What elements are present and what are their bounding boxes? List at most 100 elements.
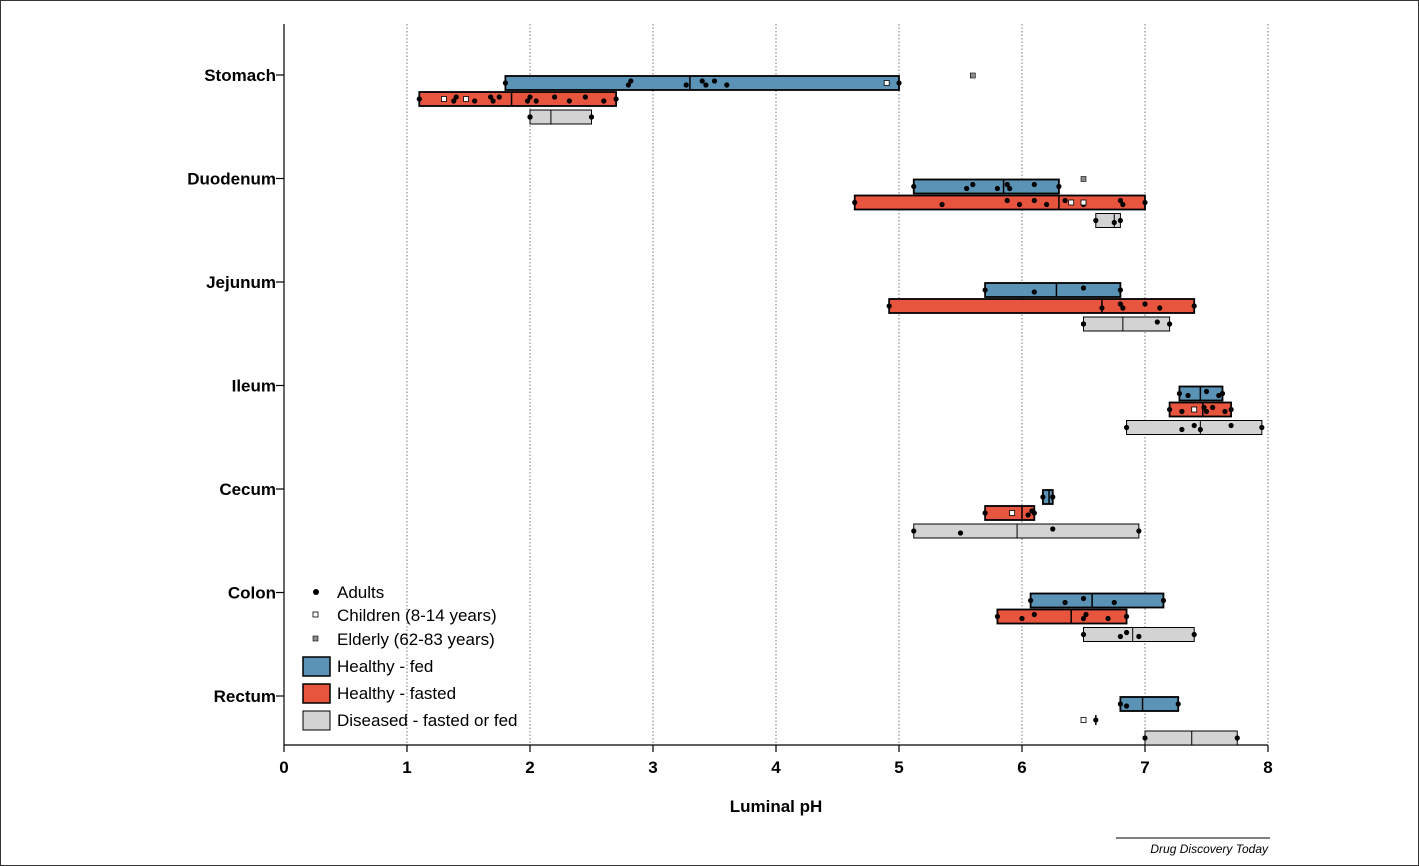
adult-point-cecum-diseased — [1050, 526, 1056, 532]
range-bar-rectum-fed — [1119, 696, 1180, 712]
adult-point-stomach-fasted — [566, 98, 572, 104]
adult-point-colon-fasted — [1080, 615, 1087, 622]
x-tick-label-7: 7 — [1140, 758, 1149, 777]
grid-layer — [406, 24, 1269, 745]
adult-point-duodenum-fed — [1031, 181, 1037, 188]
adult-point-stomach-fed — [724, 82, 730, 88]
adult-point-cecum-fed — [1050, 494, 1056, 500]
x-tick-label-3: 3 — [648, 758, 657, 777]
adult-point-duodenum-fed — [911, 183, 917, 190]
legend-fed-swatch — [302, 656, 331, 677]
adult-point-duodenum-fed — [1007, 185, 1013, 192]
adult-point-colon-diseased — [1136, 633, 1142, 640]
adult-point-colon-fed — [1062, 599, 1068, 606]
adult-point-stomach-fasted — [416, 96, 422, 102]
category-label-rectum: Rectum — [214, 687, 276, 706]
adult-point-ileum-fasted — [1222, 408, 1228, 415]
legend-diseased-label: Diseased - fasted or fed — [337, 711, 517, 730]
adult-point-jejunum-fasted — [1117, 301, 1123, 307]
adult-point-stomach-fed — [502, 80, 508, 86]
adult-point-jejunum-fasted — [1157, 305, 1163, 311]
adult-point-stomach-fed — [703, 82, 709, 88]
adult-point-jejunum-diseased — [1154, 319, 1160, 325]
adult-point-rectum-fed — [1123, 703, 1130, 709]
adult-point-stomach-fed — [711, 78, 718, 84]
adult-point-ileum-fasted — [1203, 408, 1210, 415]
adult-point-stomach-fasted — [552, 94, 558, 100]
range-bar-jejunum-fasted — [888, 298, 1196, 314]
adult-point-stomach-fasted — [533, 98, 539, 104]
legend-adults-marker — [313, 589, 319, 595]
adult-point-colon-fasted — [1105, 615, 1111, 622]
adult-point-stomach-fed — [699, 78, 705, 84]
adult-point-jejunum-fed — [982, 287, 988, 293]
adult-point-ileum-diseased — [1228, 422, 1234, 429]
adult-point-duodenum-fasted — [1031, 197, 1037, 204]
x-tick-label-8: 8 — [1263, 758, 1272, 777]
child-point-stomach-fed — [883, 80, 890, 86]
range-bar-cecum-diseased — [913, 523, 1140, 539]
adult-point-colon-diseased — [1080, 631, 1087, 638]
adult-point-duodenum-diseased — [1093, 217, 1099, 224]
child-point-cecum-fasted — [1009, 510, 1016, 516]
adult-point-rectum-fed — [1175, 701, 1181, 707]
adult-point-duodenum-fasted — [1016, 201, 1023, 208]
legend-adults-label: Adults — [337, 583, 384, 602]
adult-point-ileum-diseased — [1123, 424, 1130, 431]
adult-point-duodenum-fed — [964, 185, 970, 192]
adult-point-stomach-fasted — [601, 98, 607, 104]
adult-point-ileum-diseased — [1259, 424, 1265, 431]
legend-elderly-label: Elderly (62-83 years) — [337, 630, 495, 649]
child-point-stomach-fasted — [440, 96, 447, 102]
legend-fasted-label: Healthy - fasted — [337, 684, 456, 703]
adult-point-stomach-fasted — [496, 94, 502, 100]
adult-point-duodenum-fasted — [852, 199, 858, 206]
adult-point-jejunum-fed — [1031, 289, 1037, 295]
adult-point-duodenum-diseased — [1117, 217, 1123, 224]
adult-point-cecum-diseased — [1136, 528, 1142, 534]
adult-point-ileum-diseased — [1197, 426, 1203, 433]
adult-point-ileum-fasted — [1179, 408, 1185, 415]
adult-point-colon-fasted — [994, 613, 1001, 620]
child-point-ileum-fasted — [1191, 406, 1198, 413]
adult-point-colon-diseased — [1191, 631, 1197, 638]
range-bar-duodenum-diseased — [1095, 213, 1121, 228]
x-axis-title: Luminal pH — [730, 797, 823, 816]
adult-point-jejunum-diseased — [1080, 321, 1087, 327]
x-tick-label-4: 4 — [771, 758, 781, 777]
adult-point-duodenum-fasted — [939, 201, 945, 208]
adult-point-jejunum-diseased — [1167, 321, 1173, 327]
adult-point-cecum-fed — [1040, 494, 1046, 500]
adult-point-stomach-fed — [896, 80, 902, 86]
adult-point-duodenum-fed — [1004, 181, 1010, 188]
adult-point-cecum-fasted — [982, 510, 988, 516]
category-label-duodenum: Duodenum — [187, 170, 276, 189]
adult-point-ileum-fed — [1185, 392, 1191, 399]
legend-elderly-marker — [312, 635, 319, 642]
adult-point-jejunum-fed — [1080, 285, 1087, 291]
adult-point-stomach-fed — [683, 82, 689, 88]
adult-point-colon-fasted — [1019, 615, 1025, 622]
adult-point-colon-diseased — [1117, 633, 1123, 640]
adult-point-colon-fasted — [1123, 613, 1130, 620]
legend-fasted-swatch — [302, 683, 331, 704]
adult-point-stomach-fed — [625, 82, 632, 88]
category-label-cecum: Cecum — [219, 480, 276, 499]
adult-point-stomach-fasted — [451, 98, 457, 104]
adult-point-colon-fed — [1160, 597, 1167, 604]
adult-point-duodenum-fasted — [1062, 197, 1068, 204]
adult-point-duodenum-fasted — [1044, 201, 1050, 208]
child-point-rectum-fasted — [1080, 717, 1087, 723]
legend-children-label: Children (8-14 years) — [337, 606, 497, 625]
child-point-duodenum-fasted — [1068, 199, 1075, 206]
category-label-ileum: Ileum — [232, 377, 276, 396]
adult-point-duodenum-fasted — [1004, 197, 1010, 204]
adult-point-ileum-fed — [1219, 390, 1226, 397]
adult-point-colon-fed — [1111, 599, 1117, 606]
range-bar-ileum-fasted — [1168, 401, 1232, 418]
adult-point-stomach-fed — [628, 78, 634, 84]
adult-point-colon-fasted — [1031, 611, 1037, 618]
adult-point-jejunum-fasted — [1191, 303, 1197, 309]
adult-point-colon-fed — [1080, 595, 1087, 602]
adult-point-duodenum-fed — [994, 185, 1001, 192]
